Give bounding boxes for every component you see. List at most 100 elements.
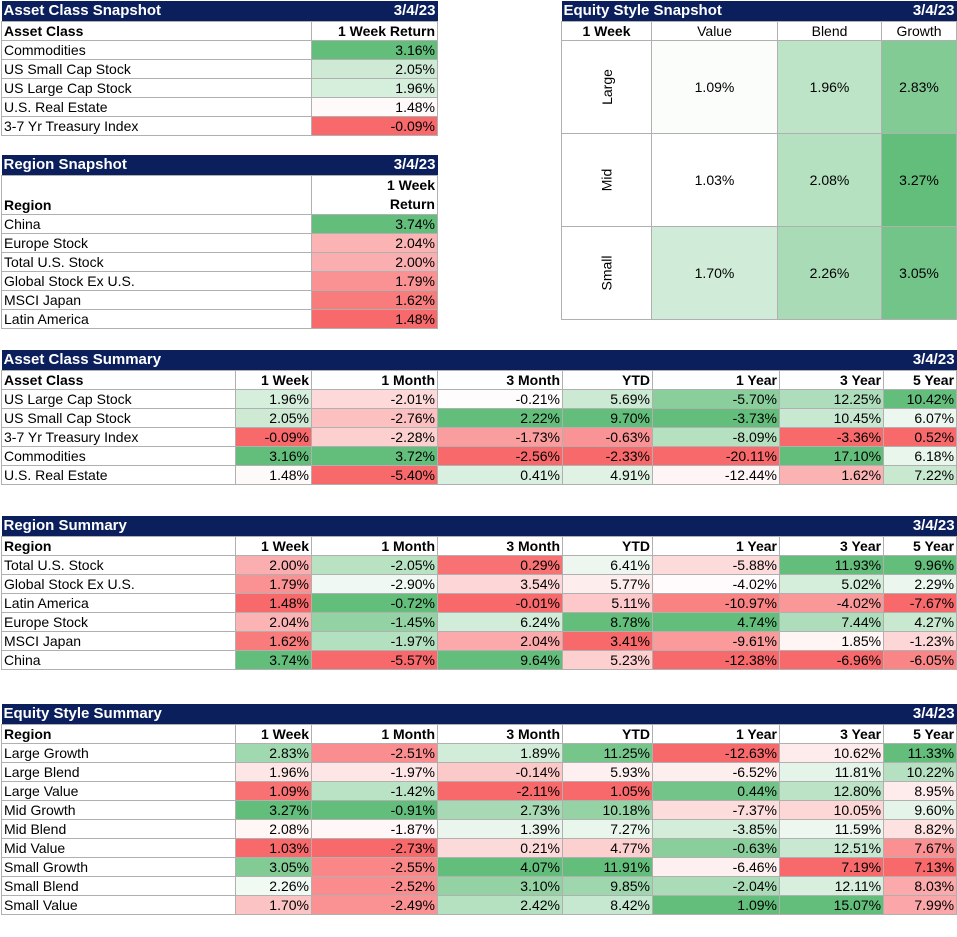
style-summary-row-value: 11.91% [562, 857, 653, 877]
style-grid-cell: 3.27% [881, 133, 957, 227]
region-summary-row-value: -4.02% [778, 593, 885, 613]
region-summary-row-value: 1.85% [778, 631, 885, 651]
asset-summary-col-period: YTD [562, 370, 653, 390]
asset-summary-row-value: -0.63% [562, 427, 653, 447]
style-summary-row-value: -7.37% [652, 800, 780, 820]
asset-summary-row-value: 17.10% [778, 446, 885, 466]
style-summary-row-value: 1.39% [437, 819, 563, 839]
asset-summary-row: U.S. Real Estate 1.48% -5.40% 0.41% 4.91% -12… [1, 465, 957, 485]
region-summary-row-value: -1.23% [883, 631, 957, 651]
region-summary-row: Latin America 1.48% -0.72% -0.01% 5.11% -10.9… [1, 593, 957, 613]
style-summary-column-header: Region 1 Week 1 Month 3 Month YTD 1 Year 3 Yea… [1, 724, 957, 744]
asset-summary-row: US Small Cap Stock 2.05% -2.76% 2.22% 9.70% -… [1, 408, 957, 428]
style-summary-title: Equity Style Summary [1, 704, 884, 725]
asset-snapshot-col-label: Asset Class [1, 21, 312, 41]
region-summary-row-value: -10.97% [652, 593, 780, 613]
style-summary-row-value: 1.96% [235, 762, 312, 782]
region-summary-row-value: -1.45% [311, 612, 438, 632]
style-col-growth: Growth [881, 21, 957, 41]
region-snapshot-row-value: 3.74% [311, 214, 438, 234]
asset-summary-column-header: Asset Class 1 Week 1 Month 3 Month YTD 1 Year… [1, 370, 957, 390]
style-grid-cell: 3.05% [881, 226, 957, 320]
region-snapshot-row: Total U.S. Stock 2.00% [1, 252, 438, 272]
region-snapshot-row-value: 2.00% [311, 252, 438, 272]
asset-summary-row-value: -1.73% [437, 427, 563, 447]
style-summary-row-value: 1.09% [235, 781, 312, 801]
style-summary-row-value: 3.27% [235, 800, 312, 820]
asset-summary-title: Asset Class Summary [1, 350, 884, 371]
style-summary-row-value: 3.10% [437, 876, 563, 896]
region-snapshot-row: China 3.74% [1, 214, 438, 234]
region-summary-row-value: 3.54% [437, 574, 563, 594]
style-summary-col-period: 3 Month [437, 724, 563, 744]
style-summary-row-value: 10.62% [778, 743, 885, 763]
style-summary-row-value: -1.87% [311, 819, 438, 839]
asset-summary-row: US Large Cap Stock 1.96% -2.01% -0.21% 5.69%… [1, 389, 957, 409]
region-snapshot-row-value: 1.62% [311, 290, 438, 310]
style-summary-col-period: 5 Year [883, 724, 957, 744]
style-snapshot-corner: 1 Week [561, 21, 652, 41]
region-summary-row: Europe Stock 2.04% -1.45% 6.24% 8.78% 4.74% 7.… [1, 612, 957, 632]
style-summary-row-value: 8.03% [883, 876, 957, 896]
asset-summary-row-value: -2.76% [311, 408, 438, 428]
style-snapshot-date: 3/4/23 [881, 1, 957, 22]
style-summary-row-value: 8.42% [562, 895, 653, 915]
style-summary-row-value: 9.60% [883, 800, 957, 820]
asset-summary-row-value: 6.07% [883, 408, 957, 428]
style-grid-row-label: Large [561, 40, 652, 134]
asset-summary-row: 3-7 Yr Treasury Index -0.09% -2.28% -1.73% -… [1, 427, 957, 447]
style-summary-row-value: 9.85% [562, 876, 653, 896]
style-grid-row-name: Small [598, 255, 615, 291]
asset-summary-row-value: 10.45% [778, 408, 885, 428]
region-summary-row-value: 3.41% [562, 631, 653, 651]
style-summary-row-value: 11.25% [562, 743, 653, 763]
style-summary-row-value: 2.08% [235, 819, 312, 839]
style-summary-col-period: 1 Year [652, 724, 780, 744]
region-snapshot-col-label: Region [1, 175, 312, 215]
asset-summary-row-value: 1.62% [778, 465, 885, 485]
style-summary-row: Mid Growth 3.27% -0.91% 2.73% 10.18% -7.37% 10… [1, 800, 957, 820]
region-snapshot-row-value: 1.79% [311, 271, 438, 291]
style-summary-row-value: 4.07% [437, 857, 563, 877]
region-snapshot-row: Global Stock Ex U.S. 1.79% [1, 271, 438, 291]
region-summary-col-period: YTD [562, 536, 653, 556]
region-summary-row-value: 9.64% [437, 650, 563, 670]
style-snapshot-title: Equity Style Snapshot [561, 1, 882, 22]
style-summary-row-value: 11.81% [778, 762, 885, 782]
style-summary-row-value: 8.95% [883, 781, 957, 801]
asset-summary-row-value: -2.56% [437, 446, 563, 466]
region-summary-row: China 3.74% -5.57% 9.64% 5.23% -12.38% -6.96% -… [1, 650, 957, 670]
style-summary-row-value: 1.09% [652, 895, 780, 915]
region-summary-col-period: 1 Year [652, 536, 780, 556]
region-summary-row-value: 2.04% [235, 612, 312, 632]
region-summary-row-name: Latin America [1, 593, 236, 613]
region-summary-row-value: -2.05% [311, 555, 438, 575]
region-snapshot-row: MSCI Japan 1.62% [1, 290, 438, 310]
asset-summary-row-value: 0.41% [437, 465, 563, 485]
asset-summary-row-value: 12.25% [778, 389, 885, 409]
style-grid-cell: 1.70% [651, 226, 778, 320]
asset-summary-row-value: -2.28% [311, 427, 438, 447]
style-summary-row-value: 7.67% [883, 838, 957, 858]
region-summary-row-value: -0.01% [437, 593, 563, 613]
asset-summary-row-value: 2.05% [235, 408, 312, 428]
region-summary-row-value: -12.38% [652, 650, 780, 670]
region-summary-row-value: 9.96% [883, 555, 957, 575]
style-summary-row-name: Large Blend [1, 762, 236, 782]
region-summary-row: MSCI Japan 1.62% -1.97% 2.04% 3.41% -9.61% 1.8… [1, 631, 957, 651]
style-summary-col-period: 3 Year [778, 724, 885, 744]
style-summary-row-value: -0.91% [311, 800, 438, 820]
asset-summary-row: Commodities 3.16% 3.72% -2.56% -2.33% -20.11%… [1, 446, 957, 466]
style-summary-row-value: 2.83% [235, 743, 312, 763]
style-summary-row: Mid Value 1.03% -2.73% 0.21% 4.77% -0.63% 12.5… [1, 838, 957, 858]
style-summary-row: Large Growth 2.83% -2.51% 1.89% 11.25% -12.63… [1, 743, 957, 763]
style-grid-cell: 1.09% [651, 40, 778, 134]
style-summary-row-value: 12.11% [778, 876, 885, 896]
style-grid-row-label: Mid [561, 133, 652, 227]
style-summary-row-value: -6.52% [652, 762, 780, 782]
asset-snapshot-row: 3-7 Yr Treasury Index -0.09% [1, 116, 438, 136]
style-summary-row-value: 1.05% [562, 781, 653, 801]
style-summary-row-value: 12.51% [778, 838, 885, 858]
region-snapshot-row-name: Europe Stock [1, 233, 312, 253]
region-summary-row-value: 11.93% [778, 555, 885, 575]
